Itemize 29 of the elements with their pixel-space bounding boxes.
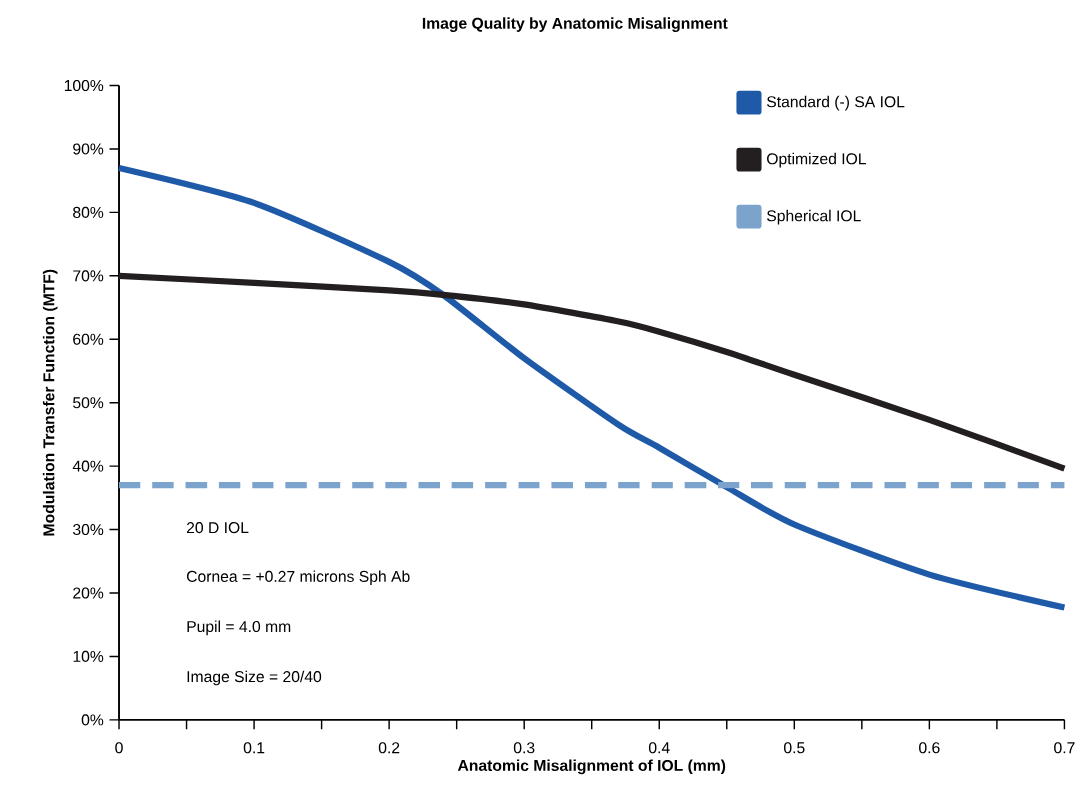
y-tick-label: 50%: [73, 397, 104, 409]
y-tick-label: 70%: [73, 270, 104, 282]
annotation: Image Size = 20/40: [187, 670, 322, 686]
y-tick-label: 60%: [73, 333, 104, 345]
y-tick-label: 0%: [81, 714, 104, 726]
y-tick-label: 20%: [73, 587, 104, 599]
y-axis-title: Modulation Transfer Function (MTF): [42, 269, 58, 536]
x-tick-label: 0.4: [648, 742, 670, 754]
x-tick-label: 0: [115, 742, 123, 754]
x-tick-label: 0.7: [1054, 742, 1075, 754]
legend-label: Spherical IOL: [766, 209, 861, 225]
legend-label: Standard (-) SA IOL: [766, 95, 905, 111]
y-tick-label: 100%: [64, 79, 104, 92]
x-tick-label: 0.1: [243, 742, 265, 754]
y-tick-label: 90%: [73, 143, 104, 155]
x-tick-label: 0.5: [784, 742, 805, 754]
annotation: 20 D IOL: [186, 522, 249, 534]
y-tick-label: 80%: [73, 206, 104, 218]
y-tick-label: 40%: [72, 460, 104, 472]
y-tick-label: 30%: [73, 524, 104, 536]
annotation: Cornea = +0.27 microns Sph Ab: [186, 570, 410, 586]
y-tick-label: 10%: [73, 650, 104, 662]
x-tick-label: 0.3: [513, 742, 535, 754]
x-axis-title: Anatomic Misalignment of IOL (mm): [457, 759, 726, 775]
x-tick-label: 0.6: [919, 742, 940, 754]
legend-label: Optimized IOL: [767, 152, 866, 168]
chart-title: Image Quality by Anatomic Misalignment: [422, 17, 728, 33]
annotation: Pupil = 4.0 mm: [187, 620, 291, 636]
x-tick-label: 0.2: [378, 742, 400, 754]
